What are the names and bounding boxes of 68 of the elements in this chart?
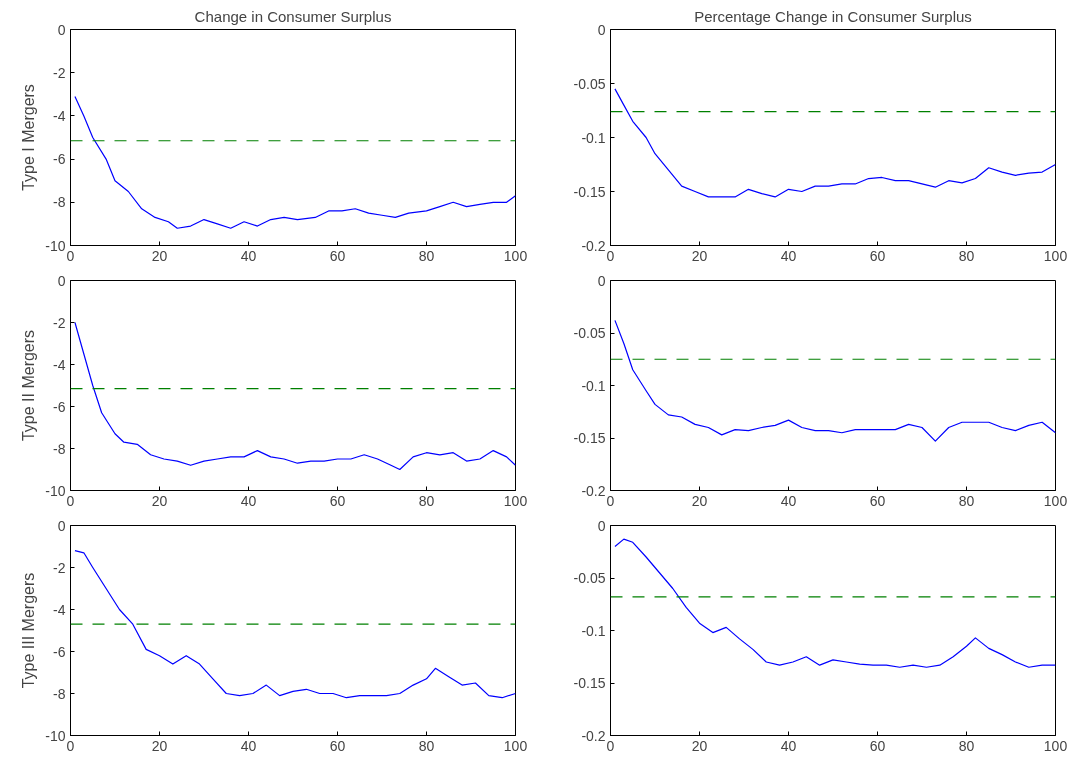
y-axis-title: Type II Mergers — [20, 329, 38, 442]
x-tick-label: 60 — [329, 492, 346, 509]
y-tick-label: -0.15 — [573, 430, 606, 446]
y-tick-label: -0.1 — [581, 622, 606, 639]
y-tick-label: 0 — [57, 21, 66, 38]
y-tick-label: 0 — [597, 517, 606, 534]
x-tick-label: 20 — [691, 492, 708, 509]
x-tick-label: 100 — [503, 492, 528, 509]
y-tick-label: -6 — [53, 151, 66, 168]
x-tick-label: 60 — [329, 737, 346, 754]
x-tick-label: 100 — [1043, 247, 1068, 264]
y-tick-label: 0 — [57, 272, 66, 289]
y-axis-title: Type I Mergers — [20, 84, 38, 191]
x-tick-label: 80 — [418, 492, 435, 509]
y-tick-label: -0.1 — [581, 129, 606, 146]
x-tick-label: 20 — [151, 492, 168, 509]
y-tick-label: -8 — [53, 440, 66, 457]
y-tick-label: -8 — [53, 194, 66, 211]
x-tick-label: 100 — [1043, 492, 1068, 509]
x-tick-label: 80 — [958, 737, 975, 754]
y-tick-label: -0.1 — [581, 377, 606, 394]
x-tick-label: 20 — [151, 247, 168, 264]
y-tick-label: -0.15 — [573, 183, 606, 200]
chart-title: Change in Consumer Surplus — [194, 7, 392, 25]
x-tick-label: 60 — [869, 492, 886, 509]
x-tick-label: 60 — [329, 247, 346, 264]
chart-title: Percentage Change in Consumer Surplus — [694, 7, 972, 25]
y-tick-label: -0.2 — [581, 482, 606, 499]
y-tick-label: -6 — [53, 643, 66, 660]
y-tick-label: -0.2 — [581, 237, 606, 254]
y-tick-label: -4 — [53, 356, 66, 373]
y-tick-label: 0 — [597, 272, 606, 289]
y-axis-title: Type III Mergers — [20, 572, 38, 689]
x-tick-label: 40 — [780, 247, 797, 264]
y-tick-label: -10 — [45, 237, 66, 254]
x-tick-label: 20 — [151, 737, 168, 754]
x-tick-label: 40 — [780, 492, 797, 509]
y-tick-label: -2 — [53, 559, 66, 576]
y-tick-label: -2 — [53, 314, 66, 331]
y-tick-label: 0 — [597, 21, 606, 38]
y-tick-label: -0.05 — [573, 570, 606, 586]
x-tick-label: 80 — [418, 247, 435, 264]
x-tick-label: 80 — [418, 737, 435, 754]
y-tick-label: -4 — [53, 601, 66, 618]
x-tick-label: 40 — [240, 492, 257, 509]
x-tick-label: 100 — [503, 737, 528, 754]
y-tick-label: -6 — [53, 398, 66, 415]
x-tick-label: 40 — [240, 737, 257, 754]
x-tick-label: 80 — [958, 247, 975, 264]
y-tick-label: -0.2 — [581, 727, 606, 744]
x-tick-label: 40 — [780, 737, 797, 754]
y-tick-label: -2 — [53, 64, 66, 81]
y-tick-label: -0.15 — [573, 675, 606, 691]
x-tick-label: 60 — [869, 737, 886, 754]
x-tick-label: 60 — [869, 247, 886, 264]
y-tick-label: -8 — [53, 685, 66, 702]
x-tick-label: 20 — [691, 737, 708, 754]
x-tick-label: 100 — [503, 247, 528, 264]
y-tick-label: -0.05 — [573, 325, 606, 341]
y-tick-label: 0 — [57, 517, 66, 534]
y-tick-label: -4 — [53, 107, 66, 124]
x-tick-label: 20 — [691, 247, 708, 264]
y-tick-label: -10 — [45, 482, 66, 499]
y-tick-label: -0.05 — [573, 75, 606, 92]
x-tick-label: 100 — [1043, 737, 1068, 754]
y-tick-label: -10 — [45, 727, 66, 744]
x-tick-label: 80 — [958, 492, 975, 509]
x-tick-label: 40 — [240, 247, 257, 264]
